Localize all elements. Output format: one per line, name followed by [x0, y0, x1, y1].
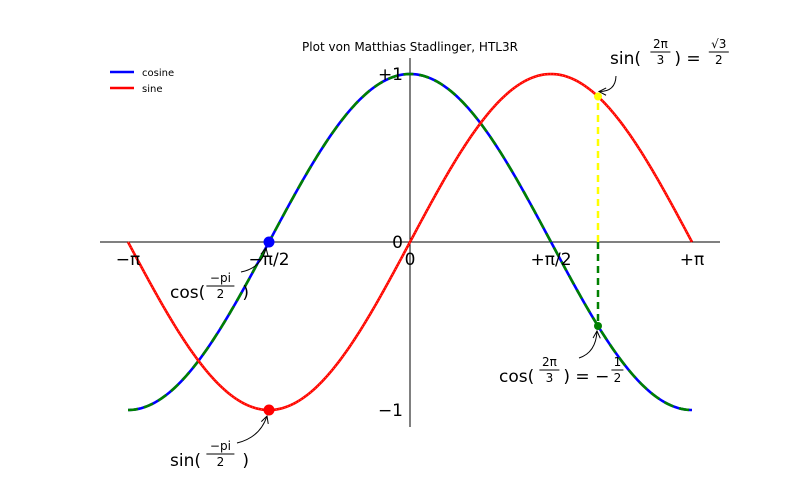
cos-minus-pi-half-label-arrow	[240, 247, 267, 273]
legend-label-sine: sine	[142, 84, 162, 95]
marker-cos-two-pi-third	[594, 322, 602, 330]
y-tick-label: 0	[392, 233, 403, 253]
marker-sin-minus-pi-half	[263, 404, 275, 416]
cos-two-pi-third-label-arrow-head	[592, 329, 601, 339]
legend-label-cosine: cosine	[142, 68, 174, 79]
sin-minus-pi-half-label-numerator: −pi	[210, 439, 231, 453]
cos-two-pi-third-label: cos( 2π 3 ) = − 1 2	[499, 329, 624, 387]
sin-minus-pi-half-label-arrow	[236, 415, 268, 444]
y-tick-label: +1	[378, 65, 403, 85]
series-cosine-dashed-overlay	[127, 72, 693, 412]
cos-minus-pi-half-label-suffix: )	[242, 283, 249, 303]
y-tick-label: −1	[378, 401, 403, 421]
cos-minus-pi-half-label-prefix: cos(	[170, 283, 205, 303]
cos-two-pi-third-label-suffix: ) = −	[563, 367, 609, 387]
x-tick-label: 0	[405, 250, 416, 270]
cos-two-pi-third-label-prefix: cos(	[499, 367, 534, 387]
cos-two-pi-third-label-arrow	[578, 330, 598, 359]
cos-minus-pi-half-label-numerator: −pi	[210, 271, 231, 285]
x-tick-label: +π	[680, 250, 704, 270]
tick-labels: −π −π/2 0 +π/2 +π −1 0 +1	[116, 65, 704, 421]
x-tick-label: −π/2	[248, 250, 289, 270]
cos-minus-pi-half-label: cos( −pi 2)	[170, 246, 269, 303]
sin-minus-pi-half-label-prefix: sin(	[170, 451, 201, 471]
sin-two-pi-third-label-numerator: 2π	[653, 37, 668, 51]
cos-minus-pi-half-label-arrow-head	[260, 246, 269, 256]
sin-minus-pi-half-label-denominator: 2	[217, 455, 225, 469]
sin-two-pi-third-label: sin( 2π 3 ) = √3 2	[597, 37, 729, 96]
chart-title: Plot von Matthias Stadlinger, HTL3R	[302, 40, 518, 54]
sin-two-pi-third-label-arrow-head	[597, 87, 607, 96]
sin-two-pi-third-label-rhs-numerator: √3	[711, 37, 726, 51]
sin-minus-pi-half-label-arrow-head	[260, 414, 269, 424]
annotations: cos( −pi 2) sin( −pi 2) sin( 2π 3 ) = √3 2 cos( 2π 3)…	[170, 37, 729, 471]
x-tick-label: −π	[116, 250, 140, 270]
sin-two-pi-third-label-prefix: sin(	[610, 49, 641, 69]
legend: cosine sine	[110, 68, 174, 95]
cos-two-pi-third-label-rhs-numerator: 1	[614, 355, 622, 369]
sin-two-pi-third-label-arrow	[598, 75, 617, 93]
sin-two-pi-third-label-suffix: ) =	[674, 49, 700, 69]
sin-minus-pi-half-label: sin( −pi 2)	[170, 414, 269, 471]
cos-two-pi-third-label-numerator: 2π	[542, 355, 557, 369]
cos-two-pi-third-label-rhs-denominator: 2	[614, 371, 622, 385]
plot-area	[126, 72, 694, 416]
cos-minus-pi-half-label-denominator: 2	[217, 287, 225, 301]
cos-two-pi-third-label-denominator: 3	[546, 371, 554, 385]
sin-two-pi-third-label-denominator: 3	[657, 53, 665, 67]
x-tick-label: +π/2	[530, 250, 571, 270]
marker-cos-minus-pi-half	[263, 236, 275, 248]
sin-two-pi-third-label-rhs-denominator: 2	[715, 53, 723, 67]
sin-minus-pi-half-label-suffix: )	[242, 451, 249, 471]
marker-sin-two-pi-third	[594, 92, 602, 101]
